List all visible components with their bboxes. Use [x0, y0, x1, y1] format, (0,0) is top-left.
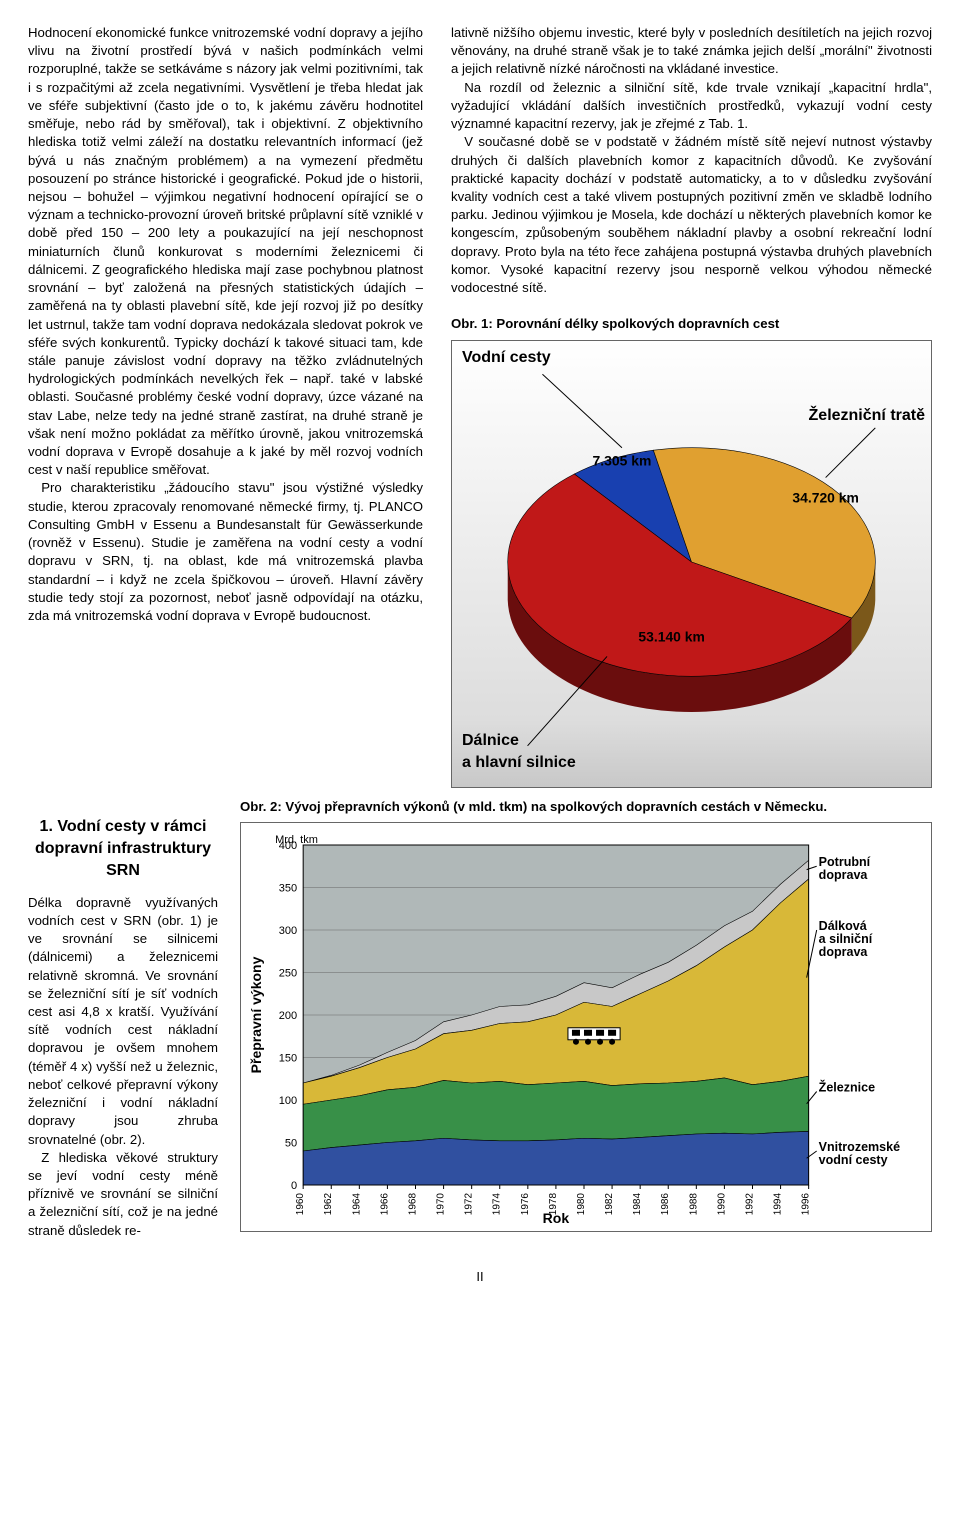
- section1-para-2: Z hlediska věkové struktury se jeví vodn…: [28, 1149, 218, 1240]
- svg-text:1960: 1960: [295, 1192, 306, 1215]
- right-column-text: lativně nižšího objemu investic, které b…: [451, 24, 932, 297]
- svg-text:a silniční: a silniční: [819, 932, 873, 946]
- left-column: Hodnocení ekonomické funkce vnitrozemské…: [28, 24, 423, 788]
- svg-text:1986: 1986: [660, 1192, 671, 1215]
- svg-text:53.140 km: 53.140 km: [638, 628, 705, 644]
- svg-text:1966: 1966: [379, 1192, 390, 1215]
- svg-text:34.720 km: 34.720 km: [792, 489, 859, 505]
- section1-heading: 1. Vodní cesty v rámci dopravní infrastr…: [28, 816, 218, 882]
- svg-text:1984: 1984: [632, 1192, 643, 1215]
- svg-text:100: 100: [279, 1095, 297, 1107]
- svg-text:1970: 1970: [436, 1192, 447, 1215]
- svg-text:Vnitrozemské: Vnitrozemské: [819, 1140, 900, 1154]
- svg-text:350: 350: [279, 882, 297, 894]
- bottom-left-column: 1. Vodní cesty v rámci dopravní infrastr…: [28, 798, 218, 1240]
- svg-text:7.305 km: 7.305 km: [593, 452, 652, 468]
- svg-text:1968: 1968: [407, 1192, 418, 1215]
- left-para-1: Hodnocení ekonomické funkce vnitrozemské…: [28, 24, 423, 479]
- right-column: lativně nižšího objemu investic, které b…: [451, 24, 932, 788]
- svg-text:Dálková: Dálková: [819, 919, 867, 933]
- svg-text:50: 50: [285, 1137, 297, 1149]
- svg-text:1974: 1974: [492, 1192, 503, 1215]
- right-para-1: lativně nižšího objemu investic, které b…: [451, 24, 932, 79]
- svg-text:1990: 1990: [716, 1192, 727, 1215]
- pie-label-dalnice: Dálnice a hlavní silnice: [462, 730, 576, 774]
- top-columns: Hodnocení ekonomické funkce vnitrozemské…: [28, 24, 932, 788]
- svg-text:1992: 1992: [744, 1192, 755, 1215]
- svg-text:0: 0: [291, 1180, 297, 1192]
- page-number: II: [28, 1268, 932, 1286]
- svg-text:Železnice: Železnice: [819, 1079, 875, 1094]
- svg-text:1994: 1994: [773, 1192, 784, 1215]
- svg-text:1988: 1988: [688, 1192, 699, 1215]
- svg-text:1964: 1964: [351, 1192, 362, 1215]
- fig2-title: Obr. 2: Vývoj přepravních výkonů (v mld.…: [240, 798, 932, 816]
- svg-text:Mrd. tkm: Mrd. tkm: [275, 834, 318, 846]
- svg-text:1962: 1962: [323, 1192, 334, 1215]
- bottom-row: 1. Vodní cesty v rámci dopravní infrastr…: [28, 798, 932, 1240]
- fig1-title: Obr. 1: Porovnání délky spolkových dopra…: [451, 315, 932, 333]
- svg-text:doprava: doprava: [819, 945, 869, 959]
- svg-text:1982: 1982: [604, 1192, 615, 1215]
- area-chart: 0501001502002503003504001960196219641966…: [240, 822, 932, 1232]
- pie-chart: Vodní cesty Železniční tratě Dálnice a h…: [451, 340, 932, 788]
- svg-text:vodní cesty: vodní cesty: [819, 1153, 888, 1167]
- svg-text:doprava: doprava: [819, 868, 869, 882]
- svg-text:300: 300: [279, 925, 297, 937]
- bottom-right-column: Obr. 2: Vývoj přepravních výkonů (v mld.…: [240, 798, 932, 1240]
- pie-label-vodni: Vodní cesty: [462, 347, 551, 369]
- section1-para-1: Délka dopravně využívaných vodních cest …: [28, 894, 218, 1149]
- svg-text:150: 150: [279, 1052, 297, 1064]
- svg-text:Potrubní: Potrubní: [819, 855, 871, 869]
- bottom-left-text: Délka dopravně využívaných vodních cest …: [28, 894, 218, 1240]
- svg-text:Rok: Rok: [543, 1210, 570, 1226]
- svg-text:Přepravní výkony: Přepravní výkony: [248, 956, 264, 1073]
- area-svg: 0501001502002503003504001960196219641966…: [245, 827, 927, 1227]
- pie-label-zeleznice: Železniční tratě: [809, 405, 925, 427]
- svg-text:1996: 1996: [801, 1192, 812, 1215]
- left-para-2: Pro charakteristiku „žádoucího stavu" js…: [28, 479, 423, 625]
- right-para-3: V současné době se v podstatě v žádném m…: [451, 133, 932, 297]
- svg-text:1976: 1976: [520, 1192, 531, 1215]
- svg-text:1972: 1972: [464, 1192, 475, 1215]
- svg-text:200: 200: [279, 1010, 297, 1022]
- svg-text:250: 250: [279, 967, 297, 979]
- right-para-2: Na rozdíl od železnic a silniční sítě, k…: [451, 79, 932, 134]
- svg-text:1980: 1980: [576, 1192, 587, 1215]
